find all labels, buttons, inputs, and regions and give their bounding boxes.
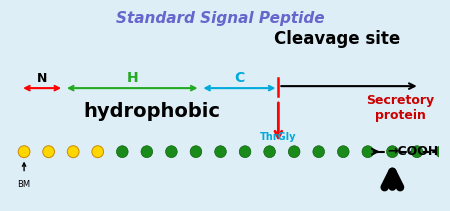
Circle shape [141, 146, 153, 158]
Circle shape [338, 146, 349, 158]
Circle shape [92, 146, 104, 158]
Text: ThrGly: ThrGly [260, 132, 297, 142]
Circle shape [239, 146, 251, 158]
Circle shape [264, 146, 275, 158]
Circle shape [387, 146, 398, 158]
Circle shape [190, 146, 202, 158]
Circle shape [411, 146, 423, 158]
Text: H: H [126, 71, 138, 85]
Text: BM: BM [18, 180, 31, 188]
Circle shape [436, 146, 447, 158]
Text: Standard Signal Peptide: Standard Signal Peptide [116, 11, 324, 26]
Circle shape [166, 146, 177, 158]
Text: →COOH: →COOH [387, 145, 439, 158]
Text: Cleavage site: Cleavage site [274, 31, 400, 49]
Circle shape [18, 146, 30, 158]
Circle shape [117, 146, 128, 158]
Circle shape [43, 146, 54, 158]
Text: Secretory
protein: Secretory protein [366, 94, 434, 122]
Circle shape [215, 146, 226, 158]
Circle shape [68, 146, 79, 158]
Text: C: C [234, 71, 244, 85]
Text: N: N [37, 72, 47, 85]
Circle shape [313, 146, 324, 158]
Text: hydrophobic: hydrophobic [83, 103, 220, 122]
Circle shape [362, 146, 374, 158]
Circle shape [288, 146, 300, 158]
